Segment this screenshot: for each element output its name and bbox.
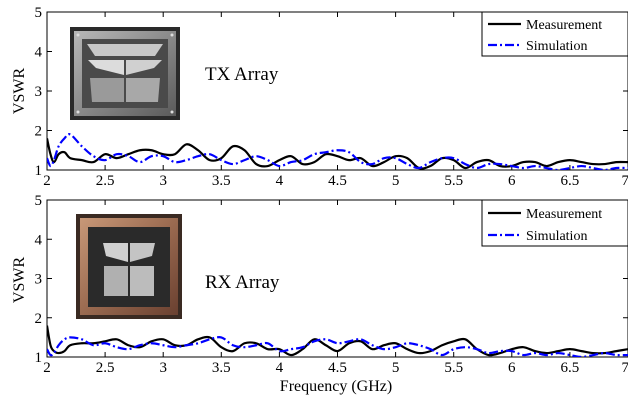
legend-label-measurement: Measurement — [526, 207, 602, 222]
x-tick-label: 3.5 — [212, 360, 231, 376]
x-tick-label: 3.5 — [212, 173, 231, 189]
rx-array-photo — [76, 214, 182, 319]
y-tick-label: 2 — [35, 311, 43, 327]
ticks-group — [46, 11, 628, 171]
y-tick-label: 3 — [35, 84, 43, 100]
y-tick-label: 5 — [35, 5, 43, 21]
x-tick-label: 3 — [159, 360, 167, 376]
legend: Measurement Simulation — [481, 199, 628, 247]
x-tick-label: 5 — [392, 360, 400, 376]
x-tick-label: 6.5 — [561, 173, 580, 189]
legend-box — [481, 199, 628, 247]
y-tick-label: 5 — [35, 193, 43, 209]
x-tick-label: 5.5 — [444, 360, 463, 376]
tx-array-photo — [70, 27, 180, 120]
x-tick-label: 4 — [276, 360, 284, 376]
x-tick-label: 5.5 — [444, 173, 463, 189]
x-axis-label: Frequency (GHz) — [280, 378, 392, 395]
legend: Measurement Simulation — [481, 11, 628, 57]
x-tick-label: 2 — [43, 173, 51, 189]
y-axis-label: VSWR — [11, 257, 28, 304]
tx-simulation-line — [47, 133, 628, 170]
y-tick-label: 4 — [35, 45, 43, 61]
x-tick-label: 2 — [43, 360, 51, 376]
y-axis-label: VSWR — [11, 68, 28, 115]
x-tick-label: 6 — [508, 173, 516, 189]
x-tick-label: 2.5 — [96, 173, 115, 189]
y-tick-label: 1 — [35, 163, 43, 179]
x-tick-label: 7 — [622, 360, 628, 376]
rx-simulation-line — [47, 336, 628, 357]
x-tick-label: 4 — [276, 173, 284, 189]
x-tick-label: 4.5 — [328, 360, 347, 376]
y-tick-label: 4 — [35, 232, 43, 248]
legend-label-measurement: Measurement — [526, 18, 602, 33]
x-tick-label: 6 — [508, 360, 516, 376]
x-tick-label: 2.5 — [96, 360, 115, 376]
legend-box — [481, 11, 628, 57]
tx-array-label: TX Array — [205, 64, 279, 85]
x-tick-label: 6.5 — [561, 360, 580, 376]
y-tick-label: 2 — [35, 124, 43, 140]
rx-measurement-line — [47, 325, 628, 357]
x-tick-label: 4.5 — [328, 173, 347, 189]
x-tick-label: 5 — [392, 173, 400, 189]
x-tick-label: 7 — [622, 173, 628, 189]
y-tick-label: 3 — [35, 272, 43, 288]
x-tick-label: 3 — [159, 173, 167, 189]
legend-label-simulation: Simulation — [526, 229, 587, 244]
rx-array-label: RX Array — [205, 272, 280, 293]
tx-measurement-line — [47, 138, 628, 170]
legend-label-simulation: Simulation — [526, 39, 587, 54]
y-tick-label: 1 — [35, 350, 43, 366]
